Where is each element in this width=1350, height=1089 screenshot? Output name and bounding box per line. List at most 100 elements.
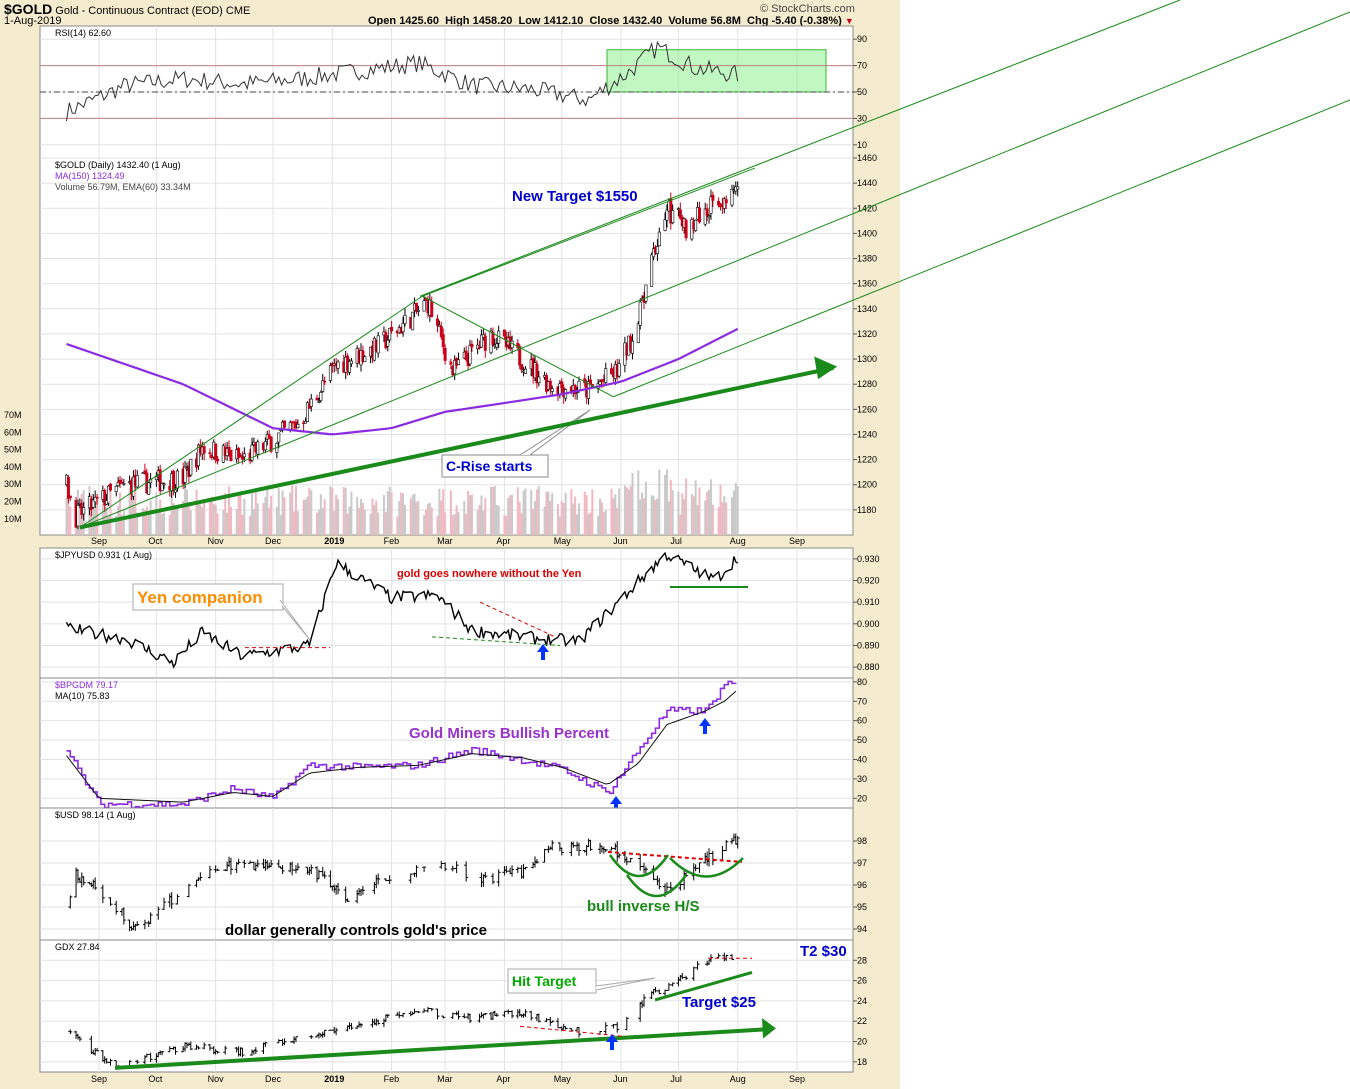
gdx-resistance xyxy=(519,1025,626,1037)
volume-bar xyxy=(239,493,242,535)
volume-bar xyxy=(507,498,510,535)
volume-bar xyxy=(235,508,238,535)
volume-bar xyxy=(254,492,257,535)
annotation-yen-note: gold goes nowhere without the Yen xyxy=(397,568,582,580)
annotation-gold-miners: Gold Miners Bullish Percent xyxy=(409,725,609,742)
volume-bar xyxy=(451,514,454,535)
volume-bar xyxy=(503,514,506,535)
legend-entry: MA(10) 75.83 xyxy=(55,691,110,701)
volume-bar xyxy=(120,514,123,535)
candle-body xyxy=(403,314,407,324)
candle-body xyxy=(202,446,206,454)
annotation-dollar: dollar generally controls gold's price xyxy=(225,922,487,939)
volume-bar xyxy=(304,499,307,535)
close-value: 1432.40 xyxy=(622,15,663,27)
volume-bar xyxy=(363,509,366,535)
x-tick-label-10: Jul xyxy=(670,536,682,546)
volume-bar xyxy=(268,507,271,535)
legend-entry: RSI(14) 62.60 xyxy=(55,28,111,38)
candle-body xyxy=(491,332,495,345)
volume-bar xyxy=(534,501,537,535)
volume-bar xyxy=(237,495,240,535)
candle-body xyxy=(523,368,527,374)
volume-bar xyxy=(143,510,146,535)
candle-body xyxy=(478,346,482,349)
volume-bar xyxy=(467,490,470,535)
annotation-target-25: Target $25 xyxy=(682,994,756,1011)
candle-body xyxy=(147,482,151,495)
annotation-hit-target: Hit Target xyxy=(512,973,577,989)
volume-bar xyxy=(505,515,508,535)
volume-bar xyxy=(96,498,99,535)
volume-bar xyxy=(316,512,319,535)
up-arrow-icon xyxy=(610,796,622,812)
x-tick-label-5: Feb xyxy=(384,1074,400,1084)
y-tick-label: 50 xyxy=(857,87,867,97)
legend-entry: $BPGDM 79.17 xyxy=(55,680,118,690)
gdx-trendline xyxy=(114,1027,766,1070)
candle-body xyxy=(665,209,669,221)
volume-bar xyxy=(577,503,580,535)
volume-bar xyxy=(709,479,712,535)
x-tick-label-2: Nov xyxy=(208,536,225,546)
volume-bar xyxy=(134,488,137,535)
candle-body xyxy=(390,326,394,332)
volume-bar xyxy=(170,491,173,535)
y-tick-label: 60 xyxy=(857,716,867,726)
x-tick-label-4: 2019 xyxy=(324,1074,344,1084)
x-tick-label-12: Sep xyxy=(789,1074,805,1084)
volume-bar xyxy=(203,498,206,535)
volume-bar xyxy=(163,512,166,535)
candle-body xyxy=(66,476,70,499)
volume-bar xyxy=(637,470,640,535)
volume-bar xyxy=(685,478,688,535)
volume-bar xyxy=(252,508,255,535)
volume-bar xyxy=(369,513,372,535)
candle-body xyxy=(173,489,177,493)
volume-bar xyxy=(524,488,527,535)
volume-bar xyxy=(589,512,592,535)
candle-body xyxy=(711,194,715,201)
volume-bar xyxy=(145,506,148,535)
volume-bar xyxy=(384,511,387,535)
candle-body xyxy=(678,209,682,219)
volume-bar xyxy=(323,499,326,535)
volume-bar xyxy=(243,498,246,535)
candle-body xyxy=(120,482,124,484)
candle-body xyxy=(376,335,380,354)
volume-bar xyxy=(604,510,607,535)
volume-bar xyxy=(262,503,265,535)
volume-bar xyxy=(409,498,412,535)
y-tick-label: 1360 xyxy=(857,279,877,289)
candle-body xyxy=(349,360,353,365)
volume-bar xyxy=(331,487,334,535)
volume-bar xyxy=(516,487,519,535)
volume-bar xyxy=(732,490,735,535)
candle-body xyxy=(363,356,367,362)
volume-tick-label: 60M xyxy=(4,427,22,437)
candle-body xyxy=(422,300,426,312)
candle-body xyxy=(638,301,642,326)
candle-body xyxy=(323,380,327,383)
volume-bar xyxy=(333,510,336,535)
candle-body xyxy=(183,466,187,483)
volume-bar xyxy=(558,516,561,535)
volume-bar xyxy=(346,513,349,535)
volume-bar xyxy=(168,515,171,535)
volume-bar xyxy=(493,485,496,535)
channel-down-line xyxy=(421,295,614,398)
channel-lower-left xyxy=(79,295,423,528)
y-tick-label: 0.910 xyxy=(857,597,880,607)
candle-body xyxy=(510,340,514,349)
volume-bar xyxy=(616,508,619,535)
volume-bar xyxy=(426,503,429,535)
volume-bar xyxy=(736,486,739,535)
candle-body xyxy=(386,339,390,347)
y-tick-label: 97 xyxy=(857,858,867,868)
volume-bar xyxy=(413,493,416,535)
volume-bar xyxy=(342,486,345,535)
y-tick-label: 28 xyxy=(857,955,867,965)
volume-bar xyxy=(465,513,468,535)
x-tick-label-1: Oct xyxy=(148,536,163,546)
panel-rsi: 90 70 50 30 10 RSI(14) 62.60 xyxy=(39,25,867,159)
